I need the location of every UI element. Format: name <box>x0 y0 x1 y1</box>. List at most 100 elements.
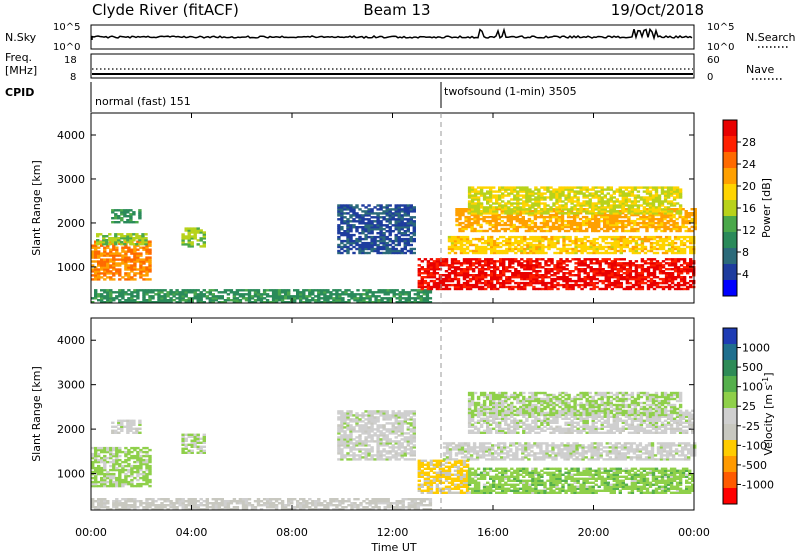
echo-cell <box>352 212 356 215</box>
echo-cell <box>352 218 356 221</box>
echo-cell <box>634 277 639 281</box>
echo-cell <box>114 431 118 434</box>
echo-cell <box>637 266 642 269</box>
echo-cell <box>453 276 458 279</box>
echo-cell <box>477 264 482 267</box>
echo-cell <box>598 287 602 291</box>
echo-cell <box>675 194 680 197</box>
echo-cell <box>403 251 407 255</box>
echo-cell <box>657 198 662 201</box>
echo-cell <box>547 276 551 279</box>
echo-cell <box>397 241 401 245</box>
echo-cell <box>493 285 497 289</box>
echo-cell <box>516 210 520 213</box>
echo-cell <box>604 279 608 283</box>
echo-cell <box>115 498 119 501</box>
echo-cell <box>383 293 387 296</box>
echo-cell <box>589 245 593 249</box>
echo-cell <box>607 266 611 269</box>
echo-cell <box>118 450 122 454</box>
echo-cell <box>135 431 139 434</box>
echo-cell <box>109 480 113 484</box>
echo-cell <box>690 225 694 229</box>
echo-cell <box>187 239 191 242</box>
echo-cell <box>337 237 341 241</box>
echo-cell <box>616 270 620 273</box>
echo-cell <box>645 212 650 215</box>
echo-cell <box>607 272 611 275</box>
echo-cell <box>120 243 124 246</box>
echo-cell <box>547 287 551 291</box>
echo-cell <box>403 245 407 249</box>
echo-cell <box>667 258 672 261</box>
echo-cell <box>94 260 98 263</box>
echo-cell <box>577 243 581 247</box>
echo-cell <box>613 266 617 269</box>
echo-cell <box>618 194 622 197</box>
echo-cell <box>476 200 481 203</box>
echo-cell <box>388 232 392 235</box>
echo-cell <box>516 192 520 195</box>
echo-cell <box>96 233 100 236</box>
echo-cell <box>406 218 410 221</box>
echo-cell <box>326 289 330 292</box>
echo-cell <box>654 210 659 213</box>
echo-cell <box>577 237 581 241</box>
echo-cell <box>121 484 125 488</box>
echo-cell <box>649 266 654 269</box>
echo-cell <box>379 239 383 243</box>
echo-cell <box>114 217 118 220</box>
echo-cell <box>606 221 610 225</box>
echo-cell <box>406 220 410 223</box>
echo-cell <box>420 266 424 269</box>
echo-cell <box>343 222 347 225</box>
echo-cell <box>666 188 671 191</box>
echo-cell <box>470 213 474 217</box>
echo-cell <box>570 198 574 201</box>
echo-cell <box>126 419 130 422</box>
echo-cell <box>139 502 143 505</box>
echo-cell <box>538 287 542 291</box>
echo-cell <box>397 235 401 239</box>
echo-cell <box>600 227 604 231</box>
echo-cell <box>370 222 374 225</box>
echo-cell <box>447 287 452 291</box>
echo-cell <box>94 266 98 269</box>
echo-cell <box>648 186 653 189</box>
echo-cell <box>109 448 113 452</box>
echo-cell <box>121 470 125 474</box>
echo-cell <box>347 301 351 304</box>
echo-cell <box>196 243 200 246</box>
echo-cell <box>589 239 593 243</box>
echo-cell <box>109 299 113 302</box>
echo-cell <box>569 225 574 229</box>
echo-cell <box>130 466 134 470</box>
echo-cell <box>530 213 535 217</box>
echo-cell <box>259 293 264 296</box>
echo-cell <box>349 237 353 241</box>
echo-cell <box>526 264 530 267</box>
echo-cell <box>621 206 625 209</box>
echo-cell <box>190 439 194 442</box>
echo-cell <box>129 233 133 236</box>
echo-cell <box>532 266 536 269</box>
echo-cell <box>129 213 133 216</box>
echo-cell <box>459 262 464 265</box>
echo-cell <box>538 237 542 241</box>
echo-cell <box>464 210 468 213</box>
echo-cell <box>560 217 565 221</box>
echo-cell <box>400 210 404 213</box>
echo-cell <box>106 301 110 304</box>
echo-cell <box>392 293 396 296</box>
echo-cell <box>115 450 119 454</box>
echo-cell <box>462 272 467 275</box>
echo-cell <box>562 277 566 281</box>
echo-cell <box>651 219 655 223</box>
echo-cell <box>97 246 101 249</box>
echo-cell <box>479 223 483 227</box>
echo-cell <box>453 239 458 243</box>
echo-cell <box>654 229 658 233</box>
echo-cell <box>308 289 312 292</box>
echo-cell <box>496 266 500 269</box>
echo-cell <box>337 235 341 239</box>
